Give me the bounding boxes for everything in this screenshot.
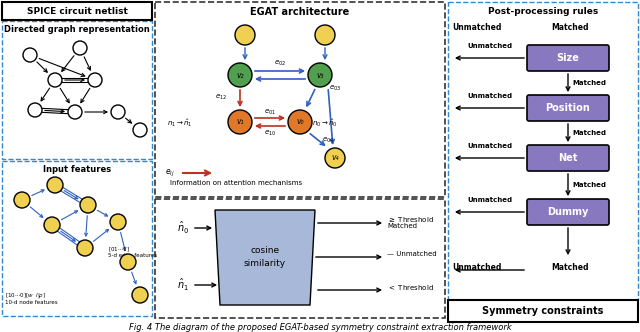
Text: 10-d node features: 10-d node features [5, 299, 58, 304]
Text: Unmatched: Unmatched [467, 43, 513, 49]
Text: Unmatched: Unmatched [467, 143, 513, 149]
Text: Unmatched: Unmatched [452, 264, 502, 273]
Text: $<$ Threshold: $<$ Threshold [387, 283, 434, 291]
Circle shape [228, 110, 252, 134]
Bar [448, 300, 638, 322]
Text: Matched: Matched [572, 80, 606, 86]
Text: $e_{04}$: $e_{04}$ [322, 135, 334, 145]
FancyBboxPatch shape [527, 199, 609, 225]
Text: $e_{03}$: $e_{03}$ [329, 83, 341, 93]
FancyBboxPatch shape [527, 45, 609, 71]
Circle shape [48, 73, 62, 87]
Text: Position: Position [546, 103, 590, 113]
Circle shape [120, 254, 136, 270]
Text: Fig. 4 The diagram of the proposed EGAT-based symmetry constraint extraction fra: Fig. 4 The diagram of the proposed EGAT-… [129, 322, 511, 331]
FancyBboxPatch shape [527, 95, 609, 121]
Text: Size: Size [557, 53, 579, 63]
Circle shape [132, 287, 148, 303]
Text: v₃: v₃ [316, 70, 324, 79]
Text: $e_{02}$: $e_{02}$ [274, 58, 286, 68]
Circle shape [23, 48, 37, 62]
Text: v₂: v₂ [236, 70, 244, 79]
Bar [2, 2, 152, 20]
Text: Directed graph representation: Directed graph representation [4, 26, 150, 35]
Circle shape [28, 103, 42, 117]
Text: Matched: Matched [387, 223, 417, 229]
Text: Input features: Input features [43, 165, 111, 175]
Text: SPICE circuit netlist: SPICE circuit netlist [27, 7, 127, 16]
Text: — Unmatched: — Unmatched [387, 251, 436, 257]
FancyBboxPatch shape [527, 145, 609, 171]
Circle shape [133, 123, 147, 137]
Text: $n_0 \rightarrow \hat{n}_0$: $n_0 \rightarrow \hat{n}_0$ [312, 117, 338, 129]
Circle shape [111, 105, 125, 119]
Text: 5-d edge features: 5-d edge features [108, 254, 157, 259]
Bar [2, 161, 152, 316]
Text: Matched: Matched [551, 24, 589, 33]
Text: Symmetry constraints: Symmetry constraints [483, 306, 604, 316]
Text: $e_{12}$: $e_{12}$ [215, 92, 227, 102]
Text: Post-processing rules: Post-processing rules [488, 8, 598, 17]
Bar [155, 199, 445, 318]
Circle shape [228, 63, 252, 87]
Circle shape [288, 110, 312, 134]
Text: Dummy: Dummy [547, 207, 589, 217]
Text: $e_{01}$: $e_{01}$ [264, 107, 276, 117]
Text: v₄: v₄ [332, 153, 339, 162]
Text: $n_1 \rightarrow \hat{n}_1$: $n_1 \rightarrow \hat{n}_1$ [167, 117, 193, 129]
Circle shape [77, 240, 93, 256]
Text: Net: Net [558, 153, 578, 163]
Circle shape [88, 73, 102, 87]
Circle shape [110, 214, 126, 230]
Text: v₀: v₀ [296, 118, 304, 126]
Text: EGAT architecture: EGAT architecture [250, 7, 349, 17]
Circle shape [235, 25, 255, 45]
Text: Matched: Matched [572, 130, 606, 136]
Text: Matched: Matched [572, 182, 606, 188]
Circle shape [47, 177, 63, 193]
Text: Information on attention mechanisms: Information on attention mechanisms [170, 180, 302, 186]
Text: $[01\cdots1]$: $[01\cdots1]$ [108, 246, 130, 254]
Text: Unmatched: Unmatched [467, 197, 513, 203]
Circle shape [68, 105, 82, 119]
Text: $[10\cdots0][w\ \ l|p]$: $[10\cdots0][w\ \ l|p]$ [5, 290, 46, 299]
Circle shape [44, 217, 60, 233]
Bar [448, 2, 638, 300]
Circle shape [315, 25, 335, 45]
Text: $\hat{n}_0$: $\hat{n}_0$ [177, 220, 189, 236]
Text: v₁: v₁ [236, 118, 244, 126]
Polygon shape [215, 210, 315, 305]
Text: $e_{ij}$: $e_{ij}$ [165, 167, 175, 179]
Text: $\hat{n}_1$: $\hat{n}_1$ [177, 277, 189, 293]
Circle shape [80, 197, 96, 213]
Text: $e_{10}$: $e_{10}$ [264, 128, 276, 137]
Circle shape [73, 41, 87, 55]
Circle shape [325, 148, 345, 168]
Text: Unmatched: Unmatched [452, 24, 502, 33]
Text: $\geq$ Threshold: $\geq$ Threshold [387, 215, 434, 224]
Bar [155, 2, 445, 197]
Text: Unmatched: Unmatched [467, 93, 513, 99]
Circle shape [14, 192, 30, 208]
Text: Matched: Matched [551, 264, 589, 273]
Text: cosine
similarity: cosine similarity [244, 246, 286, 268]
Bar [2, 21, 152, 159]
Circle shape [308, 63, 332, 87]
